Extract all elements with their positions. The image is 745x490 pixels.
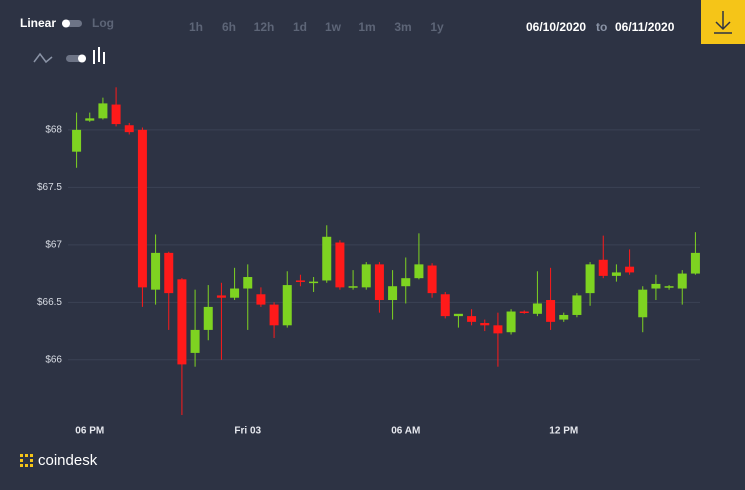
y-tick-label: $68 <box>45 124 62 135</box>
brand-logo <box>20 454 33 467</box>
range-button[interactable]: 3m <box>394 20 411 34</box>
candle-body <box>190 329 200 353</box>
candle-body <box>256 294 266 305</box>
candle-body <box>309 281 319 284</box>
candle-chart-icon[interactable] <box>93 47 105 64</box>
range-button[interactable]: 6h <box>222 20 236 34</box>
candle-body <box>230 288 240 298</box>
candle-body <box>638 289 648 318</box>
scale-log[interactable]: Log <box>92 16 114 30</box>
date-to[interactable]: 06/11/2020 <box>615 20 675 34</box>
candle-body <box>361 264 371 288</box>
candle-body <box>559 314 569 320</box>
candle-body <box>427 265 437 294</box>
scale-linear[interactable]: Linear <box>20 16 56 30</box>
candle-body <box>677 273 687 289</box>
range-button[interactable]: 1m <box>358 20 375 34</box>
candle-body <box>72 129 82 152</box>
x-tick-label: 06 PM <box>75 426 104 437</box>
candle-body <box>598 259 608 276</box>
candle-body <box>151 252 161 290</box>
candle-body <box>625 266 635 273</box>
candle-body <box>124 125 134 133</box>
candle-body <box>295 280 305 282</box>
candle-body <box>572 295 582 315</box>
candle-body <box>269 304 279 326</box>
candle-body <box>322 236 332 281</box>
y-tick-label: $67 <box>45 239 62 250</box>
x-tick-label: 12 PM <box>549 426 578 437</box>
range-button[interactable]: 12h <box>254 20 275 34</box>
range-button[interactable]: 1y <box>430 20 444 34</box>
candle-body <box>532 303 542 314</box>
y-tick-label: $66.5 <box>37 297 62 308</box>
candle-body <box>467 316 477 322</box>
candle-body <box>611 272 621 276</box>
y-tick-label: $66 <box>45 354 62 365</box>
candle-body <box>388 286 398 301</box>
candle-body <box>414 264 424 279</box>
candle-body <box>98 103 108 119</box>
candle-body <box>216 295 226 298</box>
range-button[interactable]: 1d <box>293 20 307 34</box>
x-tick-label: Fri 03 <box>234 426 261 437</box>
date-from[interactable]: 06/10/2020 <box>526 20 586 34</box>
toggle-knob <box>78 54 86 63</box>
candle-body <box>85 118 95 121</box>
candle-body <box>585 264 595 294</box>
candle-body <box>546 300 556 322</box>
brand-name: coindesk <box>38 452 98 469</box>
candle-body <box>164 252 174 294</box>
candle-body <box>401 278 411 287</box>
candle-body <box>506 311 516 333</box>
candle-body <box>111 104 121 125</box>
candle-body <box>243 277 253 289</box>
candle-body <box>493 325 503 334</box>
line-chart-icon[interactable] <box>33 52 53 64</box>
x-tick-label: 06 AM <box>391 426 420 437</box>
candle-body <box>137 129 147 288</box>
range-button[interactable]: 1w <box>325 20 342 34</box>
date-sep: to <box>596 20 607 34</box>
candle-body <box>177 279 187 365</box>
candle-body <box>690 252 700 274</box>
range-button[interactable]: 1h <box>189 20 203 34</box>
candle-body <box>664 286 674 288</box>
toggle-knob <box>62 19 70 28</box>
y-tick-label: $67.5 <box>37 182 62 193</box>
candle-body <box>203 306 213 330</box>
candle-body <box>374 264 384 301</box>
candle-body <box>519 311 529 314</box>
candle-body <box>480 323 490 326</box>
candle-body <box>651 283 661 289</box>
candle-body <box>335 242 345 288</box>
download-icon <box>714 11 732 34</box>
candle-body <box>453 313 463 317</box>
candle-body <box>282 285 292 326</box>
candle-body <box>440 294 450 317</box>
candle-body <box>348 286 358 288</box>
